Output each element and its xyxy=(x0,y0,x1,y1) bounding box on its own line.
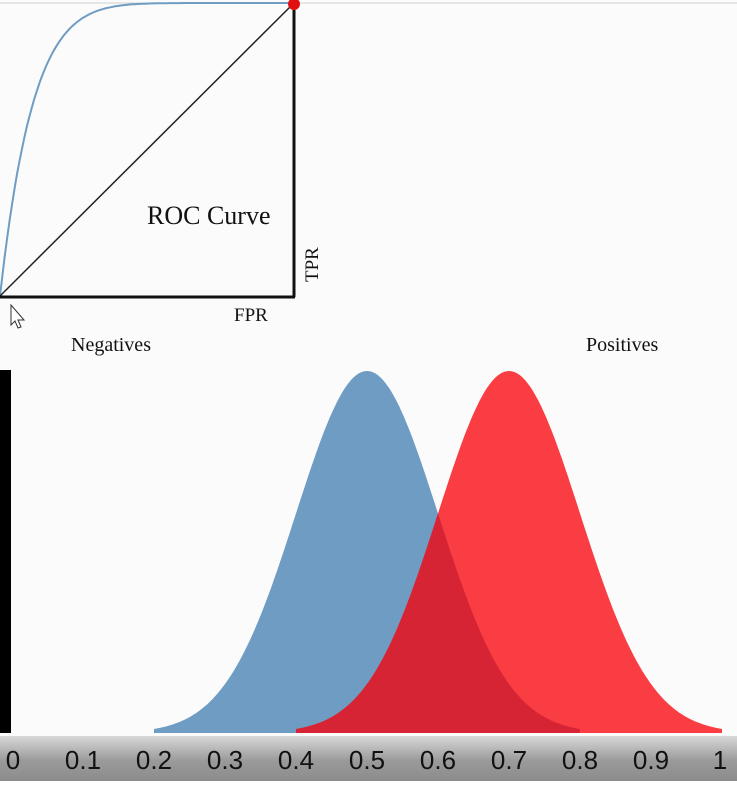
x-tick-label: 0.1 xyxy=(65,745,101,775)
x-tick-label: 0.3 xyxy=(207,745,243,775)
left-edge-bar xyxy=(0,370,11,733)
roc-y-label: TPR xyxy=(302,247,323,282)
x-tick-label: 0.2 xyxy=(136,745,172,775)
x-tick-label: 0.4 xyxy=(278,745,314,775)
negatives-label: Negatives xyxy=(71,334,151,356)
roc-x-label: FPR xyxy=(234,305,268,326)
roc-diagonal xyxy=(0,2,295,297)
x-tick-label: 0 xyxy=(6,745,20,775)
x-tick-label: 0.5 xyxy=(349,745,385,775)
x-tick-label: 1 xyxy=(713,745,727,775)
overlap-region xyxy=(296,513,580,733)
positives-label: Positives xyxy=(586,334,658,356)
mouse-cursor-icon xyxy=(10,303,26,329)
operating-point-marker xyxy=(288,0,300,10)
x-tick-label: 0.6 xyxy=(420,745,456,775)
threshold-axis: 0 0.1 0.2 0.3 0.4 0.5 0.6 0.7 0.8 0.9 1 xyxy=(6,745,727,775)
roc-curve-line xyxy=(0,1,294,297)
x-tick-label: 0.7 xyxy=(491,745,527,775)
threshold-axis-bar: 0 0.1 0.2 0.3 0.4 0.5 0.6 0.7 0.8 0.9 1 xyxy=(0,736,737,781)
x-tick-label: 0.9 xyxy=(633,745,669,775)
distribution-plot xyxy=(154,371,722,733)
roc-chart: ROC Curve FPR TPR xyxy=(0,0,323,326)
x-tick-label: 0.8 xyxy=(562,745,598,775)
roc-title: ROC Curve xyxy=(147,201,271,230)
